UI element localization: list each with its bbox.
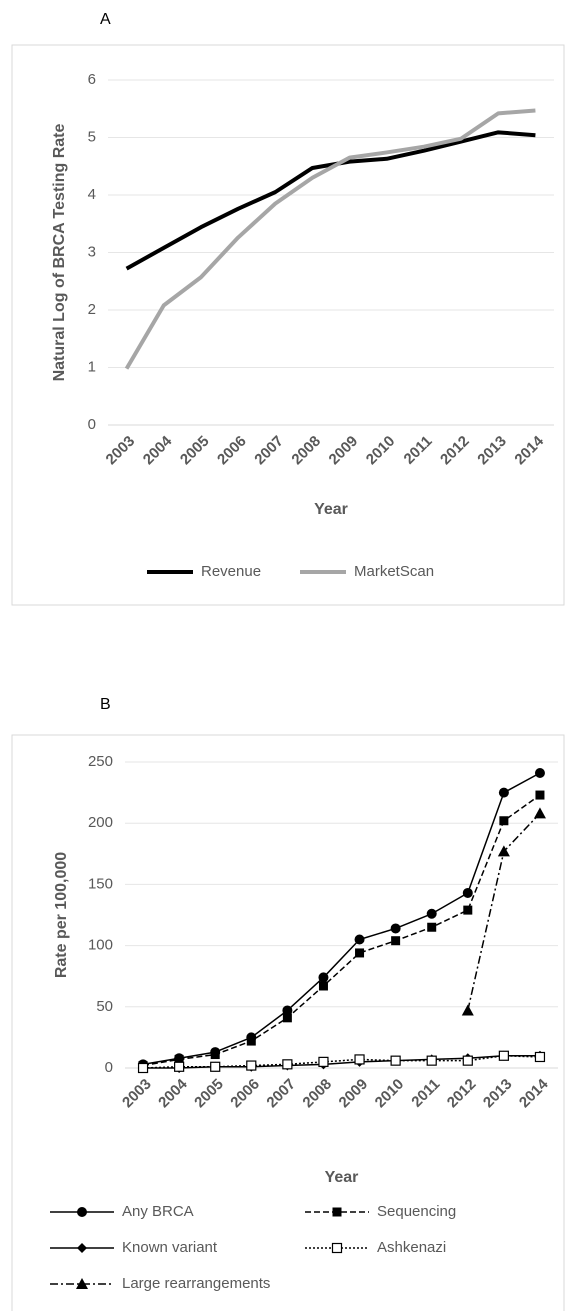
marker	[463, 905, 473, 915]
marker	[354, 1054, 365, 1065]
panel-label: B	[100, 696, 111, 713]
x-tick-label: 2010	[363, 433, 399, 469]
marker	[246, 1036, 256, 1046]
x-tick-label: 2004	[140, 432, 176, 468]
legend-label: Known variant	[122, 1239, 218, 1256]
x-tick-label: 2008	[288, 433, 324, 469]
marker	[137, 1062, 149, 1074]
x-tick-label: 2003	[103, 433, 139, 469]
marker	[246, 1060, 257, 1071]
marker	[461, 1004, 474, 1016]
legend-label: Ashkenazi	[377, 1239, 446, 1256]
marker	[282, 1013, 292, 1023]
legend-label: Large rearrangements	[122, 1275, 270, 1292]
series-line	[125, 130, 536, 271]
x-tick-label: 2011	[401, 433, 436, 468]
y-axis-title: Rate per 100,000	[53, 852, 70, 978]
x-tick-label: 2012	[444, 1076, 480, 1112]
legend-label: Sequencing	[377, 1203, 456, 1220]
marker	[174, 1061, 185, 1072]
x-tick-label: 2010	[372, 1076, 408, 1112]
marker	[318, 972, 329, 983]
legend-label: Any BRCA	[122, 1203, 194, 1220]
legend-marker	[77, 1243, 87, 1253]
y-tick-label: 3	[88, 243, 96, 260]
x-tick-label: 2007	[251, 433, 287, 469]
x-tick-label: 2012	[437, 433, 473, 469]
x-tick-label: 2004	[155, 1075, 191, 1111]
marker	[462, 887, 473, 898]
y-tick-label: 2	[88, 301, 96, 318]
legend-marker	[76, 1278, 88, 1289]
x-tick-label: 2007	[263, 1076, 299, 1112]
y-tick-label: 250	[88, 753, 113, 770]
marker	[210, 1050, 220, 1060]
marker	[318, 981, 328, 991]
chart-frame	[11, 734, 565, 1311]
marker	[354, 934, 365, 945]
marker	[318, 1056, 329, 1067]
marker	[533, 807, 546, 819]
y-tick-label: 100	[88, 937, 113, 954]
marker	[282, 1059, 293, 1070]
marker	[282, 1005, 293, 1016]
y-tick-label: 200	[88, 814, 113, 831]
x-tick-label: 2009	[336, 1076, 372, 1112]
legend-marker	[332, 1207, 342, 1217]
marker	[498, 787, 509, 798]
x-tick-label: 2014	[516, 1075, 552, 1111]
x-tick-label: 2014	[511, 432, 547, 468]
chart-frame	[11, 44, 565, 606]
x-tick-label: 2009	[326, 433, 362, 469]
series-line	[467, 812, 541, 1011]
x-tick-label: 2008	[299, 1076, 335, 1112]
x-tick-label: 2006	[227, 1076, 263, 1112]
y-tick-label: 6	[88, 71, 96, 88]
marker	[390, 923, 401, 934]
marker	[426, 1055, 437, 1066]
marker	[355, 948, 365, 958]
marker	[534, 768, 545, 779]
y-axis-title: Natural Log of BRCA Testing Rate	[51, 124, 68, 382]
y-tick-label: 1	[88, 358, 96, 375]
x-tick-label: 2013	[480, 1076, 516, 1112]
y-tick-label: 4	[88, 186, 96, 203]
series-line	[143, 1055, 540, 1069]
marker	[174, 1054, 184, 1064]
panel-label: A	[100, 11, 111, 28]
y-tick-label: 150	[88, 875, 113, 892]
marker	[534, 1051, 546, 1063]
marker	[497, 845, 510, 857]
x-tick-label: 2005	[177, 433, 213, 469]
x-axis-title: Year	[325, 1169, 359, 1186]
x-axis-title: Year	[314, 501, 348, 518]
marker	[462, 1055, 473, 1066]
legend-label: MarketScan	[354, 563, 434, 580]
x-tick-label: 2011	[408, 1076, 443, 1111]
y-tick-label: 50	[96, 998, 113, 1015]
x-tick-label: 2006	[214, 433, 250, 469]
legend-label: Revenue	[201, 563, 261, 580]
x-tick-label: 2003	[119, 1076, 155, 1112]
y-tick-label: 0	[105, 1059, 113, 1076]
marker	[210, 1061, 221, 1072]
marker	[390, 1055, 401, 1066]
marker	[499, 816, 509, 826]
series-line	[142, 794, 541, 1067]
marker	[391, 936, 401, 946]
y-tick-label: 0	[88, 416, 96, 433]
marker	[535, 790, 545, 800]
x-tick-label: 2013	[474, 433, 510, 469]
x-tick-label: 2005	[191, 1076, 227, 1112]
legend-marker	[77, 1207, 87, 1217]
y-tick-label: 5	[88, 128, 96, 145]
marker	[426, 908, 437, 919]
legend-marker	[331, 1242, 343, 1254]
marker	[427, 922, 437, 932]
series-line	[142, 772, 541, 1066]
marker	[498, 1050, 509, 1061]
series-line	[124, 108, 536, 370]
